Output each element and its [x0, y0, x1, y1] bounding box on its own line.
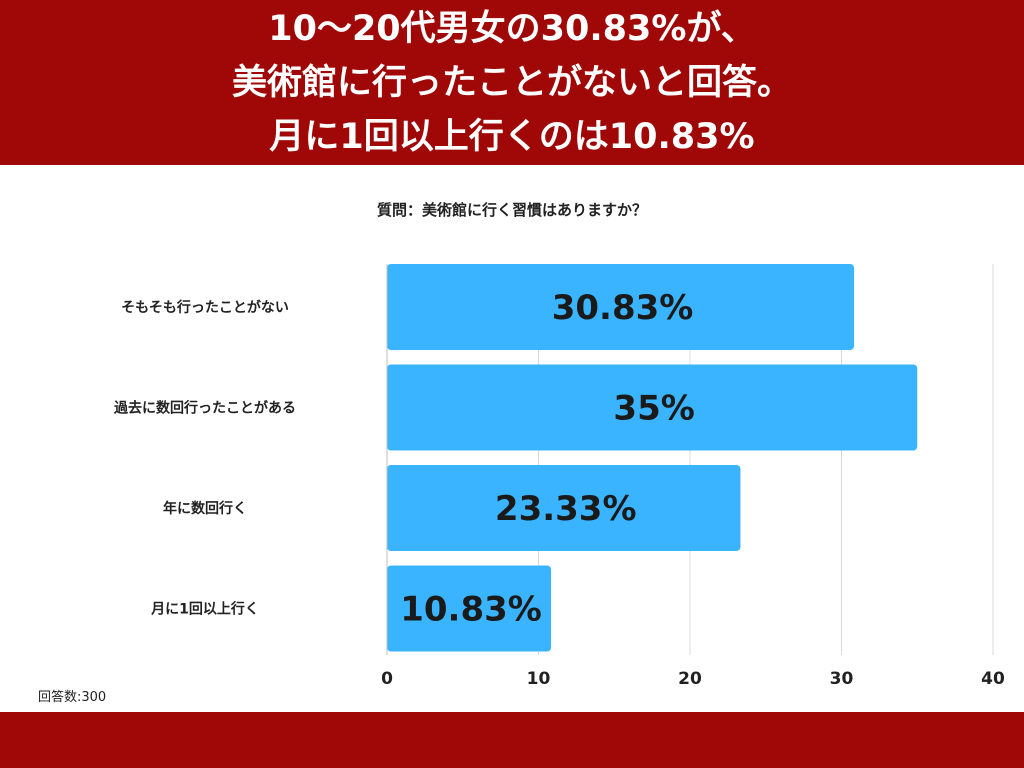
x-tick-label-3: 30 [830, 669, 854, 689]
data-label-2: 23.33% [495, 489, 637, 529]
bar-0 [387, 264, 855, 350]
bar-2 [387, 465, 741, 551]
x-tick-label-0: 0 [381, 669, 393, 689]
headline-line-1: 10〜20代男女の30.83%が、 [268, 9, 756, 49]
survey-question: 質問：美術館に行く習慣はありますか？ [376, 201, 647, 219]
category-label-1: 過去に数回行ったことがある [113, 400, 296, 417]
category-label-0: そもそも行ったことがない [121, 299, 289, 316]
bar-3 [387, 565, 552, 652]
category-label-3: 月に1回以上行く [150, 601, 259, 618]
data-label-0: 30.83% [552, 288, 694, 328]
footer-banner [0, 712, 1024, 768]
data-label-3: 10.83% [400, 590, 542, 630]
headline-line-2: 美術館に行ったことがないと回答。 [231, 63, 792, 103]
headline-line-3: 月に1回以上行くのは10.83% [269, 117, 755, 157]
data-label-1: 35% [613, 389, 694, 429]
x-tick-label-1: 10 [527, 669, 551, 689]
bar-1 [387, 364, 918, 451]
category-label-2: 年に数回行く [163, 500, 247, 517]
x-tick-label-2: 20 [678, 669, 702, 689]
bar-chart: 30.83% そもそも行ったことがない 35% 過去に数回行ったことがある 23.33%… [113, 264, 1005, 689]
x-tick-label-4: 40 [981, 669, 1005, 689]
response-count: 回答数:300 [38, 690, 107, 705]
header-banner: 10〜20代男女の30.83%が、 美術館に行ったことがないと回答。 月に1回以… [0, 0, 1024, 165]
